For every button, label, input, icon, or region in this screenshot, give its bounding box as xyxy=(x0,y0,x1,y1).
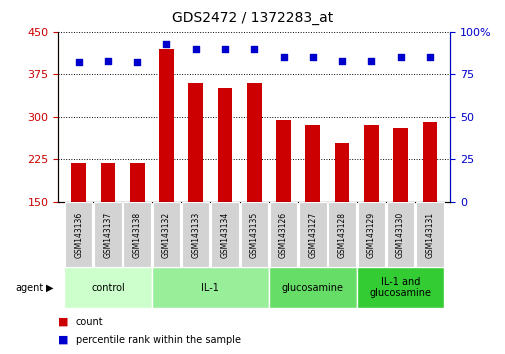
Bar xyxy=(422,122,436,202)
Text: ▶: ▶ xyxy=(45,282,53,293)
Bar xyxy=(217,88,232,202)
FancyBboxPatch shape xyxy=(211,202,238,267)
FancyBboxPatch shape xyxy=(356,267,443,308)
Point xyxy=(250,46,258,52)
Bar xyxy=(363,125,378,202)
FancyBboxPatch shape xyxy=(182,202,209,267)
FancyBboxPatch shape xyxy=(328,202,355,267)
Point xyxy=(104,58,112,64)
Point xyxy=(133,59,141,65)
Point xyxy=(191,46,199,52)
Bar xyxy=(71,163,86,202)
Text: percentile rank within the sample: percentile rank within the sample xyxy=(76,335,240,345)
FancyBboxPatch shape xyxy=(64,267,152,308)
FancyBboxPatch shape xyxy=(152,267,268,308)
FancyBboxPatch shape xyxy=(94,202,122,267)
Text: GSM143134: GSM143134 xyxy=(220,211,229,258)
Point xyxy=(308,55,316,60)
Bar xyxy=(130,163,144,202)
Text: agent: agent xyxy=(15,282,43,293)
Text: GSM143128: GSM143128 xyxy=(337,212,346,257)
Point xyxy=(221,46,229,52)
Text: GSM143136: GSM143136 xyxy=(74,211,83,258)
Text: GSM143132: GSM143132 xyxy=(162,211,171,258)
Text: GSM143137: GSM143137 xyxy=(103,211,112,258)
Point xyxy=(337,58,345,64)
Text: control: control xyxy=(91,282,125,293)
Text: GSM143129: GSM143129 xyxy=(366,211,375,258)
Bar xyxy=(305,125,320,202)
Point xyxy=(162,41,170,47)
Text: GSM143127: GSM143127 xyxy=(308,211,317,258)
Text: GDS2472 / 1372283_at: GDS2472 / 1372283_at xyxy=(172,11,333,25)
FancyBboxPatch shape xyxy=(269,202,297,267)
FancyBboxPatch shape xyxy=(240,202,268,267)
Bar xyxy=(188,83,203,202)
Bar xyxy=(159,49,173,202)
Bar xyxy=(334,143,348,202)
FancyBboxPatch shape xyxy=(153,202,180,267)
Bar xyxy=(276,120,290,202)
Text: GSM143133: GSM143133 xyxy=(191,211,200,258)
Point xyxy=(74,59,82,65)
Bar xyxy=(246,83,261,202)
Point xyxy=(396,55,404,60)
Text: IL-1 and
glucosamine: IL-1 and glucosamine xyxy=(369,277,431,298)
FancyBboxPatch shape xyxy=(123,202,150,267)
Text: GSM143126: GSM143126 xyxy=(278,211,287,258)
FancyBboxPatch shape xyxy=(386,202,414,267)
Point xyxy=(367,58,375,64)
Point xyxy=(279,55,287,60)
FancyBboxPatch shape xyxy=(415,202,443,267)
FancyBboxPatch shape xyxy=(357,202,384,267)
Text: GSM143135: GSM143135 xyxy=(249,211,258,258)
Text: GSM143131: GSM143131 xyxy=(425,211,433,258)
FancyBboxPatch shape xyxy=(65,202,92,267)
Text: IL-1: IL-1 xyxy=(201,282,219,293)
Text: ■: ■ xyxy=(58,317,69,327)
FancyBboxPatch shape xyxy=(268,267,356,308)
Bar xyxy=(392,128,407,202)
FancyBboxPatch shape xyxy=(298,202,326,267)
Text: GSM143130: GSM143130 xyxy=(395,211,405,258)
Point xyxy=(425,55,433,60)
Text: GSM143138: GSM143138 xyxy=(132,211,141,258)
Bar xyxy=(100,163,115,202)
Text: ■: ■ xyxy=(58,335,69,345)
Text: glucosamine: glucosamine xyxy=(281,282,343,293)
Text: count: count xyxy=(76,317,104,327)
